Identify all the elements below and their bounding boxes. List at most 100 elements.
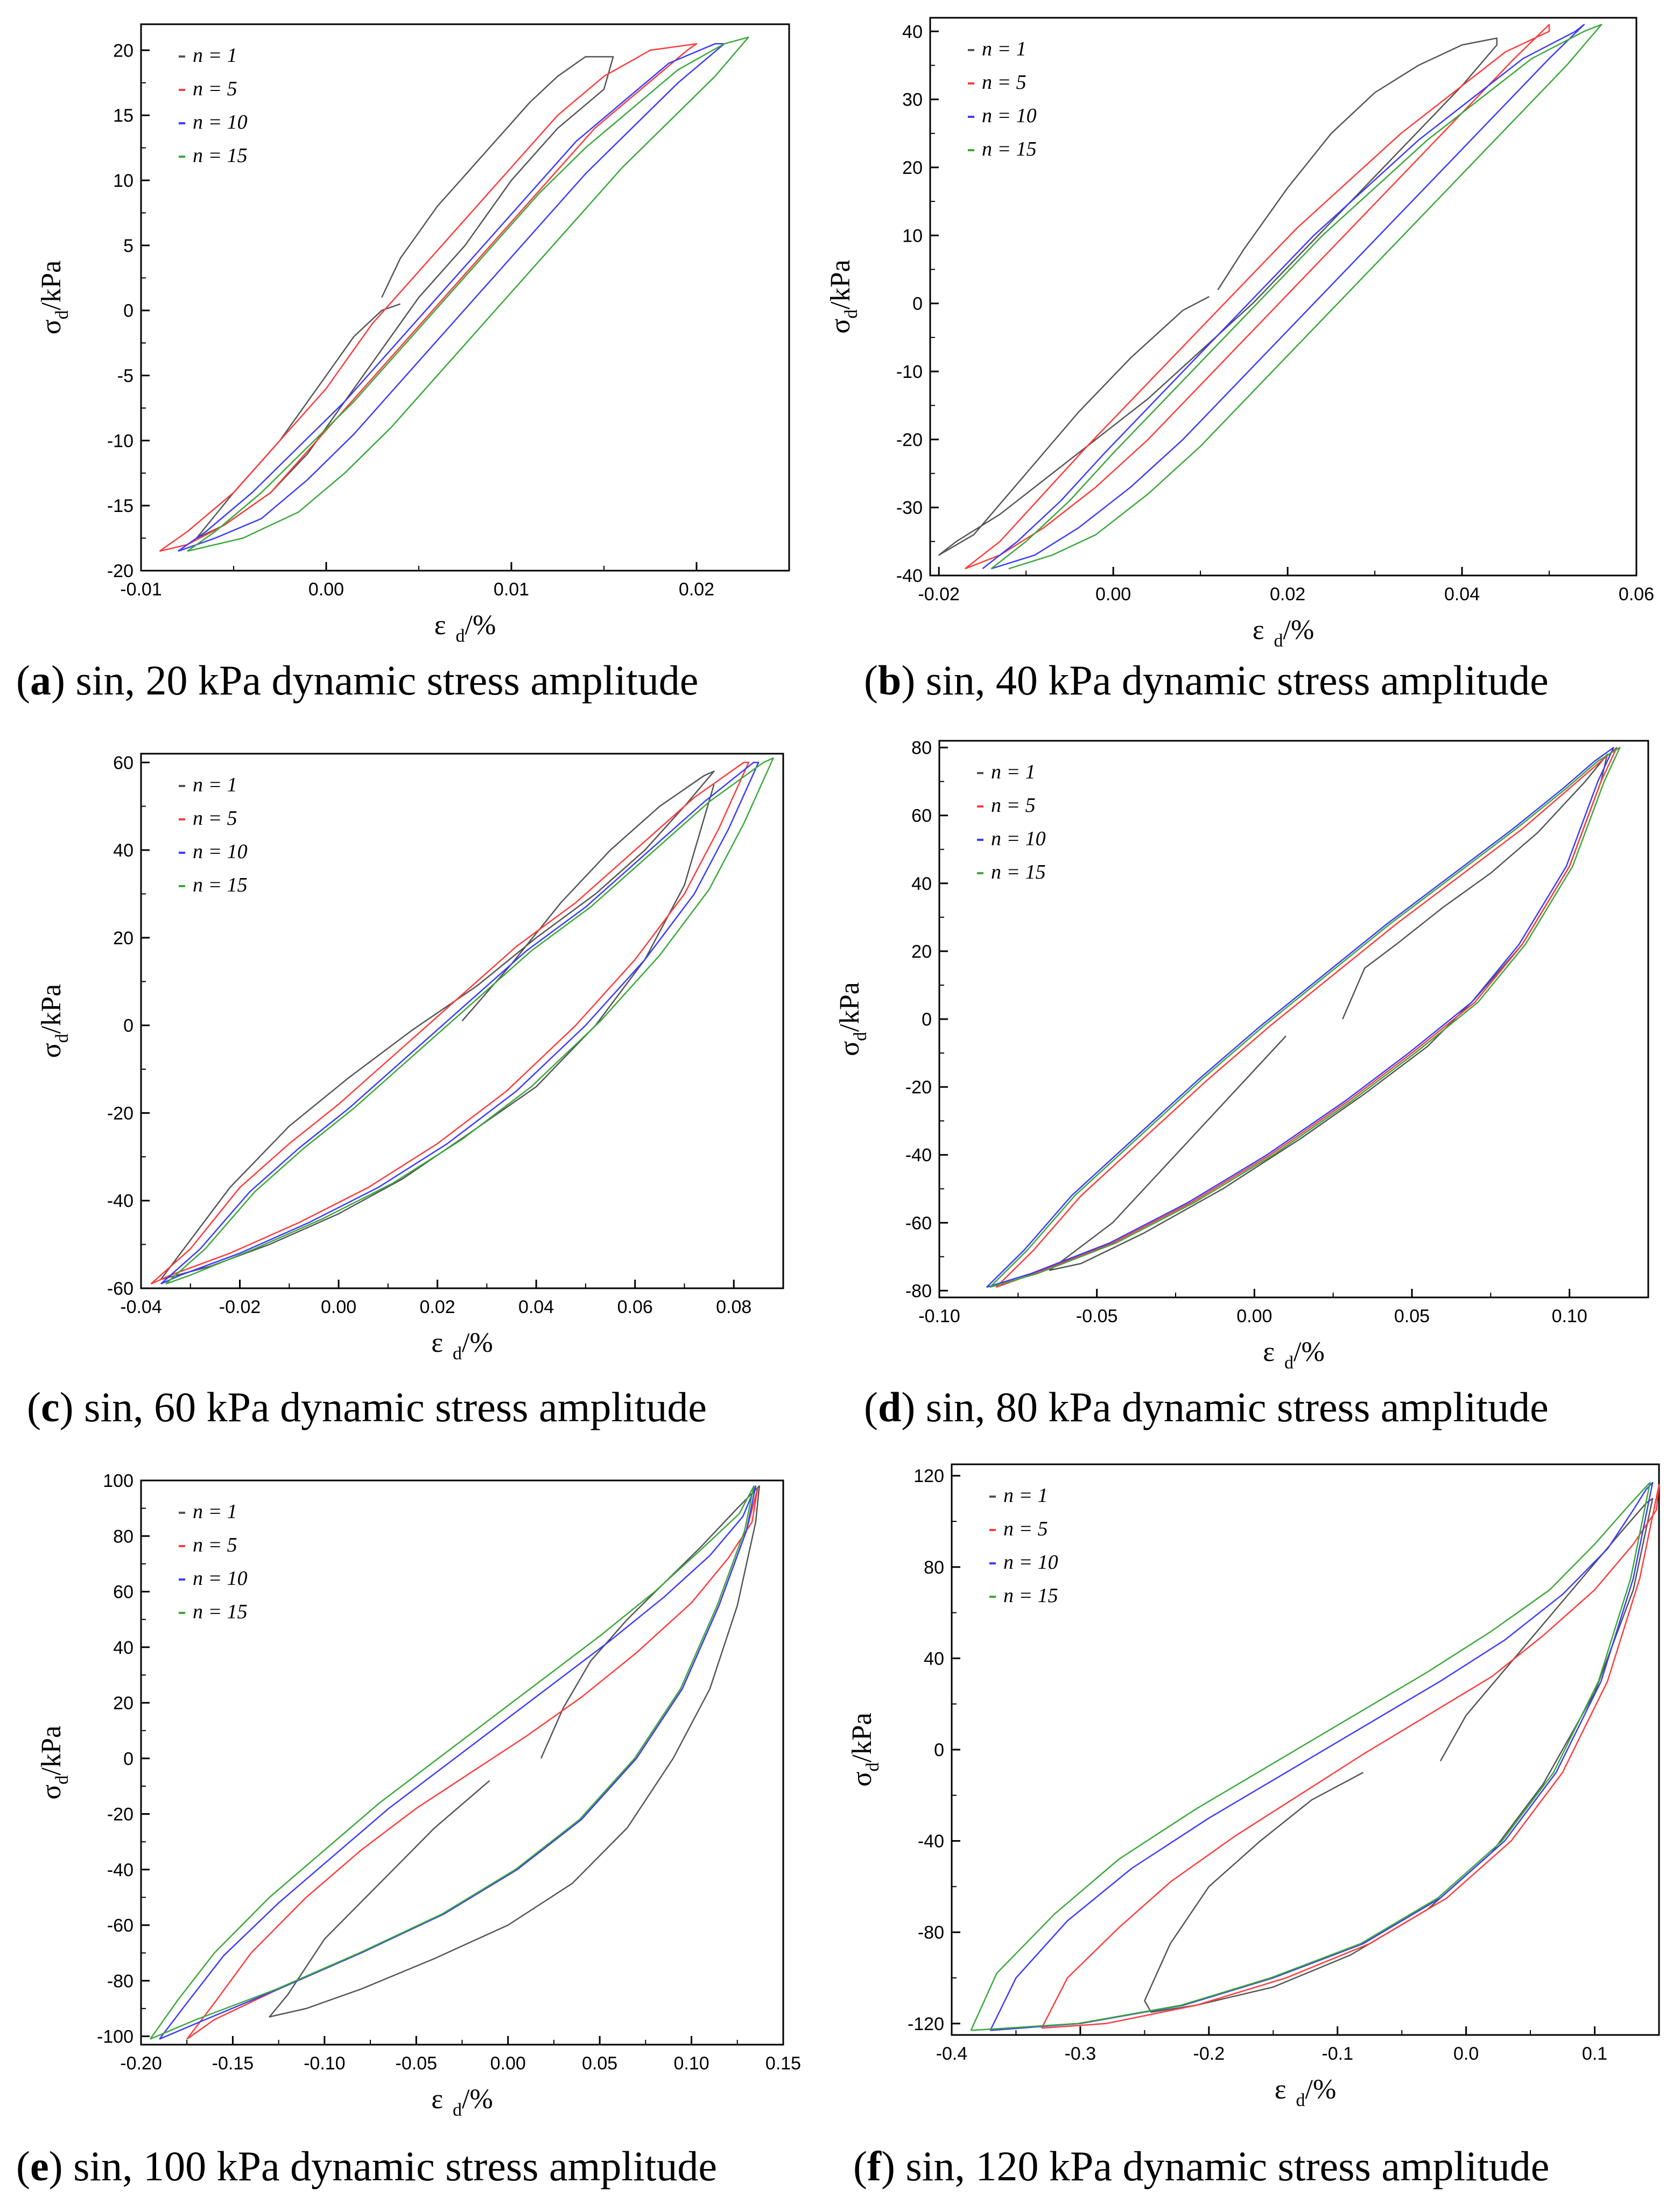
- x-tick-label: 0.02: [679, 579, 714, 600]
- x-tick-label: 0.10: [673, 2053, 709, 2074]
- x-tick-label: -0.10: [304, 2053, 346, 2074]
- x-tick-label: 0.00: [1095, 584, 1131, 605]
- legend-label: n = 10: [1003, 1551, 1058, 1574]
- x-axis-label-subscript: d: [1284, 1353, 1294, 1373]
- series-line-n15: [970, 1482, 1651, 2031]
- x-axis-label-subscript: d: [453, 2100, 462, 2120]
- x-tick-label: -0.2: [1193, 2044, 1225, 2064]
- y-tick-label: -80: [905, 1281, 932, 1301]
- legend-label: n = 10: [982, 104, 1037, 127]
- x-axis-label: ε d/%: [434, 610, 496, 646]
- y-tick-label: -60: [905, 1213, 932, 1233]
- legend-label: n = 15: [1003, 1584, 1058, 1607]
- chart-panel-c: -0.04 -0.02 0.00 0.02 0.04 0.06 0.08 -60 -40 -20 0…: [27, 753, 784, 1430]
- legend-label: n = 15: [982, 138, 1037, 160]
- plot-frame: [140, 753, 784, 1289]
- chart-panel-b: -0.02 0.00 0.02 0.04 0.06 -40 -30 -20 -10 0 10 20 30…: [825, 17, 1654, 704]
- series-line-n1: [1144, 1498, 1654, 2013]
- caption-paren-open: (: [864, 1384, 878, 1430]
- y-tick-label: -60: [107, 1915, 133, 1936]
- x-tick-label: -0.05: [396, 2053, 438, 2074]
- x-tick-label: 0.08: [716, 1297, 751, 1317]
- x-tick-label: -0.02: [219, 1297, 261, 1317]
- y-axis-label-subscript: d: [52, 310, 72, 319]
- x-tick-label: 0.15: [765, 2053, 801, 2074]
- x-tick-label: 0.05: [582, 2053, 617, 2074]
- legend-label: n = 15: [991, 861, 1046, 883]
- x-axis-label-unit: /%: [462, 2084, 493, 2115]
- x-tick-label: 0.01: [494, 579, 529, 600]
- y-tick-label: 100: [103, 1471, 133, 1491]
- caption-text: sin, 40 kPa dynamic stress amplitude: [915, 657, 1548, 704]
- legend-label: n = 5: [193, 807, 237, 830]
- series-line-n15: [990, 24, 1602, 570]
- caption-paren-open: (: [864, 657, 878, 704]
- plot-frame: [140, 1479, 784, 2046]
- x-axis-label-unit: /%: [462, 1328, 493, 1358]
- x-axis-label: ε d/%: [1275, 2074, 1337, 2110]
- y-tick-label: 0: [922, 1009, 932, 1030]
- chart-panel-f: -0.4 -0.3 -0.2 -0.1 0.0 0.1 -120 -80 -40 0 40 80 120…: [847, 1463, 1660, 2189]
- caption-paren-open: (: [16, 657, 30, 704]
- x-tick-label: 0.10: [1552, 1306, 1587, 1326]
- y-tick-label: -40: [905, 1145, 932, 1166]
- x-tick-label: 0.06: [1619, 584, 1654, 605]
- series-line-n1: [938, 37, 1498, 556]
- y-axis-label-unit: /kPa: [36, 984, 67, 1034]
- y-tick-label: -20: [896, 430, 923, 450]
- x-tick-label: -0.1: [1321, 2044, 1353, 2064]
- x-tick-label: -0.3: [1065, 2044, 1096, 2064]
- legend-label: n = 10: [193, 1567, 248, 1590]
- x-axis-label-subscript: d: [1296, 2090, 1305, 2110]
- caption-text: sin, 20 kPa dynamic stress amplitude: [65, 657, 698, 704]
- x-tick-label: -0.05: [1076, 1306, 1118, 1326]
- x-axis-label-unit: /%: [465, 610, 496, 641]
- y-tick-label: 20: [902, 158, 923, 178]
- x-tick-label: 0.0: [1453, 2044, 1479, 2064]
- series-line-n15: [149, 1485, 755, 2040]
- y-tick-label: -20: [905, 1077, 932, 1098]
- y-tick-label: -15: [107, 496, 133, 516]
- y-axis-label-subscript: d: [52, 1775, 72, 1785]
- y-axis-label-subscript: d: [841, 310, 861, 319]
- panel-caption: (c) sin, 60 kPa dynamic stress amplitude: [27, 1384, 707, 1430]
- y-tick-label: 20: [113, 40, 133, 61]
- y-tick-label: 60: [113, 753, 133, 773]
- y-tick-label: 40: [113, 1638, 133, 1658]
- y-tick-label: 80: [113, 1526, 133, 1547]
- series-line-n5: [965, 24, 1550, 570]
- x-tick-label: 0.00: [1236, 1306, 1272, 1326]
- y-tick-label: 40: [911, 874, 932, 894]
- y-axis-label-unit: /kPa: [36, 1725, 67, 1775]
- y-tick-label: -40: [107, 1191, 133, 1211]
- series-line-n10: [986, 747, 1614, 1288]
- x-axis-label-symbol: ε: [434, 610, 446, 641]
- x-tick-label: -0.02: [918, 584, 960, 605]
- caption-letter: d: [878, 1384, 901, 1430]
- y-tick-label: 5: [123, 236, 133, 256]
- y-tick-label: 0: [123, 301, 133, 321]
- y-tick-label: 80: [924, 1557, 944, 1578]
- series-line-n1: [160, 770, 715, 1280]
- panel-caption: (a) sin, 20 kPa dynamic stress amplitude: [16, 657, 698, 704]
- x-tick-label: -0.4: [936, 2044, 968, 2064]
- y-axis-label: σd/kPa: [36, 984, 72, 1058]
- series-line-n1: [269, 1485, 760, 2018]
- y-tick-label: -5: [117, 366, 133, 387]
- y-tick-label: 60: [911, 806, 932, 826]
- legend-label: n = 1: [1003, 1484, 1048, 1507]
- y-tick-label: 40: [902, 22, 923, 42]
- plot-frame: [951, 1463, 1660, 2036]
- legend-label: n = 5: [1003, 1518, 1048, 1540]
- caption-paren-open: (: [16, 2143, 30, 2189]
- y-tick-label: -20: [107, 561, 133, 581]
- x-axis-label-subscript: d: [1274, 631, 1283, 651]
- panel-caption: (e) sin, 100 kPa dynamic stress amplitud…: [16, 2143, 717, 2189]
- series-line-n15: [165, 757, 774, 1285]
- legend-label: n = 1: [982, 38, 1027, 60]
- series-line-n10: [159, 1485, 757, 2040]
- series-line-n10: [982, 24, 1585, 570]
- caption-text: sin, 60 kPa dynamic stress amplitude: [74, 1384, 707, 1430]
- y-axis-label-unit: /kPa: [36, 261, 67, 310]
